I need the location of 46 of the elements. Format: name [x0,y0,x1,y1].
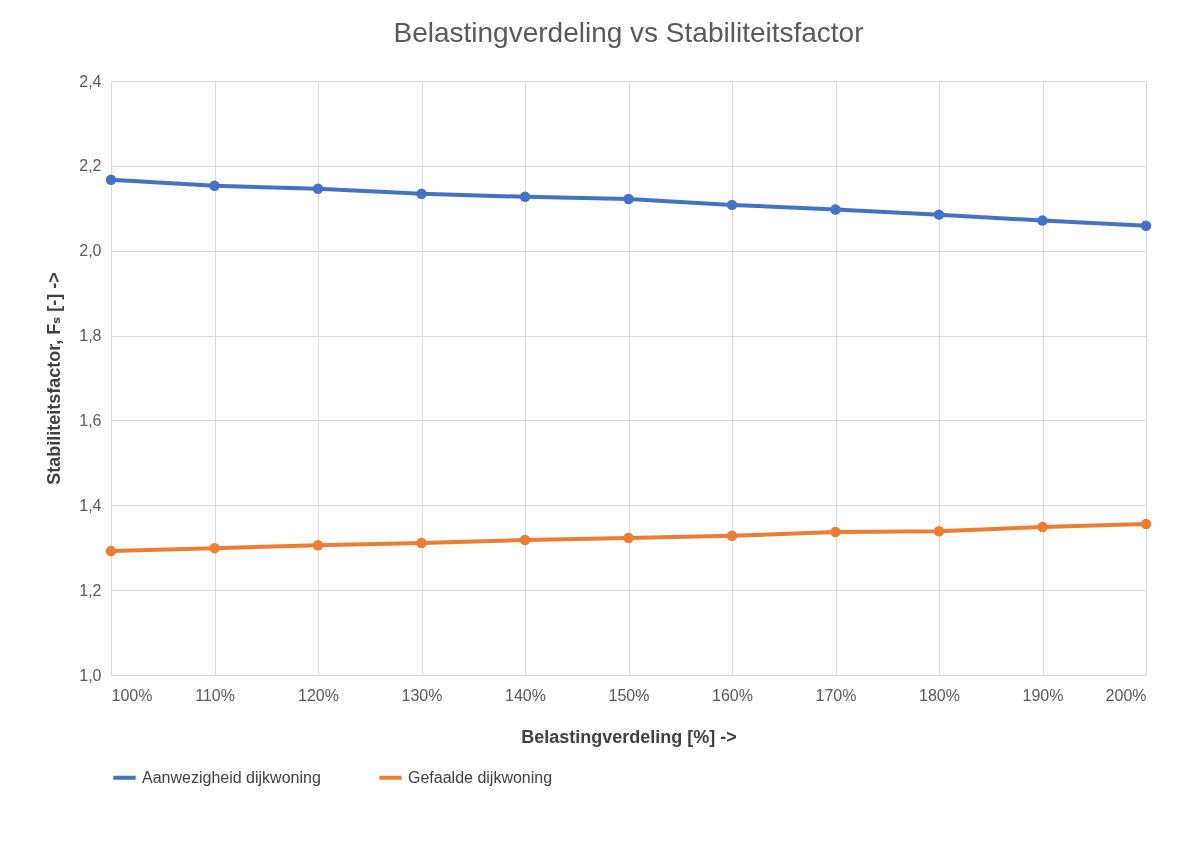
point [1140,220,1152,231]
point [519,534,531,546]
x-tick-label: 120% [298,686,339,704]
x-tick-label: 110% [195,686,235,704]
y-tick-label: 2,2 [79,157,102,175]
x-tick-label: 190% [1022,686,1064,704]
point [209,542,220,554]
point [416,188,427,200]
x-tick-label: 170% [815,686,857,704]
point [830,204,841,215]
point [312,539,324,551]
point [105,545,117,557]
x-tick-label: 180% [919,686,960,704]
point [933,525,945,537]
x-axis-title: Belastingverdeling [%] -> [521,726,737,747]
point [209,180,220,192]
y-tick-label: 2,4 [79,72,102,90]
chart-title: Belastingverdeling vs Stabiliteitsfactor [393,17,864,48]
y-tick-label: 1,4 [79,496,102,514]
x-tick-label: 150% [608,686,650,704]
y-tick-label: 1,8 [79,327,102,345]
point [105,174,117,186]
point [830,526,841,538]
x-tick-label: 200% [1105,686,1147,704]
point [416,537,427,549]
y-axis-title: Stabiliteitsfactor, Fₛ [-] -> [44,272,65,485]
point [1037,215,1048,226]
point [726,199,738,211]
point [623,193,634,205]
x-tick-label: 140% [505,686,546,704]
x-tick-label: 100% [111,686,153,704]
point [726,530,738,542]
y-tick-label: 1,6 [79,411,102,429]
legend-label: Aanwezigheid dijkwoning [142,768,321,786]
x-tick-label: 130% [401,686,443,704]
y-tick-label: 2,0 [79,242,102,260]
point [1140,518,1152,530]
y-tick-label: 1,0 [79,666,102,684]
point [623,532,634,544]
x-tick-label: 160% [712,686,753,704]
point [519,191,531,203]
point [312,183,324,194]
legend-label: Gefaalde dijkwoning [408,768,553,786]
y-tick-label: 1,2 [79,581,102,599]
point [1037,521,1048,533]
point [933,209,945,220]
